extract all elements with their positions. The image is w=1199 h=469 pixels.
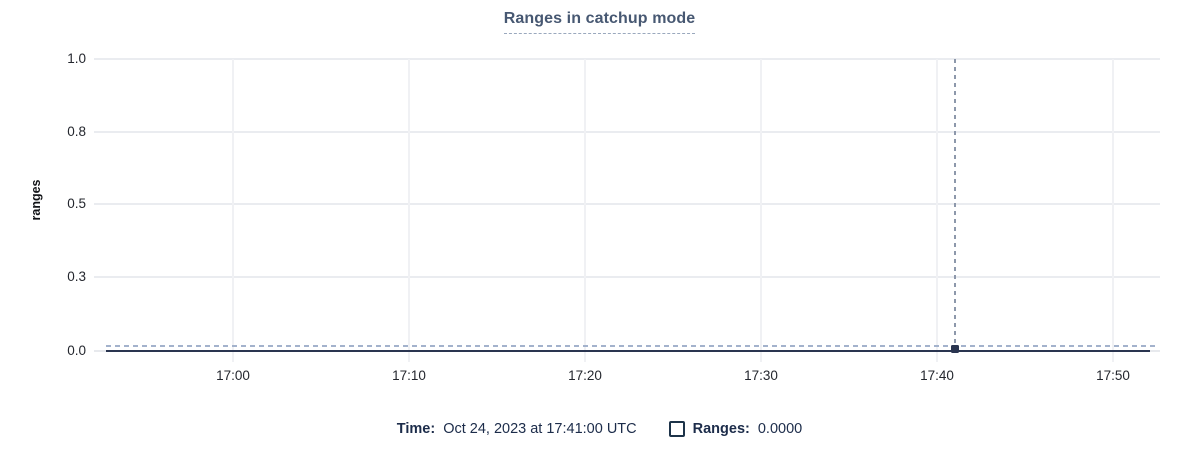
ranges-legend-checkbox[interactable] — [668, 421, 685, 437]
gridline-vertical — [584, 59, 586, 362]
x-tick-label: 17:50 — [1096, 368, 1130, 383]
x-axis-line — [106, 350, 1150, 352]
hover-point-marker — [951, 345, 959, 353]
legend-ranges-value: 0.0000 — [757, 421, 803, 437]
gridline-vertical — [760, 59, 762, 362]
x-tick-label: 17:10 — [392, 368, 426, 383]
ranges-series-line — [106, 345, 1158, 347]
legend-ranges-label: Ranges: — [692, 421, 750, 437]
x-tick-label: 17:40 — [920, 368, 954, 383]
hover-crosshair — [954, 59, 956, 348]
chart-legend: Time: Oct 24, 2023 at 17:41:00 UTC Range… — [0, 421, 1199, 437]
gridline-vertical — [936, 59, 938, 362]
y-tick-label: 0.5 — [67, 196, 86, 211]
y-tick-label: 0.8 — [67, 124, 86, 139]
gridline-horizontal — [94, 131, 1160, 133]
legend-time-item: Time: Oct 24, 2023 at 17:41:00 UTC — [397, 421, 637, 437]
gridline-horizontal — [94, 203, 1160, 205]
legend-ranges-item[interactable]: Ranges: 0.0000 — [668, 421, 803, 437]
gridline-horizontal — [94, 276, 1160, 278]
gridline-vertical — [408, 59, 410, 362]
y-tick-label: 0.3 — [67, 269, 86, 284]
x-tick-label: 17:00 — [216, 368, 250, 383]
x-tick-label: 17:30 — [744, 368, 778, 383]
chart-title-row: Ranges in catchup mode — [0, 10, 1199, 34]
legend-time-value: Oct 24, 2023 at 17:41:00 UTC — [443, 421, 637, 437]
x-tick-label: 17:20 — [568, 368, 602, 383]
gridline-horizontal — [94, 58, 1160, 60]
gridline-vertical — [1112, 59, 1114, 362]
gridline-vertical — [232, 59, 234, 362]
y-tick-label: 0.0 — [67, 343, 86, 358]
chart-title-link[interactable]: Ranges in catchup mode — [503, 10, 696, 34]
y-tick-label: 1.0 — [67, 51, 86, 66]
legend-time-label: Time: — [396, 421, 436, 437]
